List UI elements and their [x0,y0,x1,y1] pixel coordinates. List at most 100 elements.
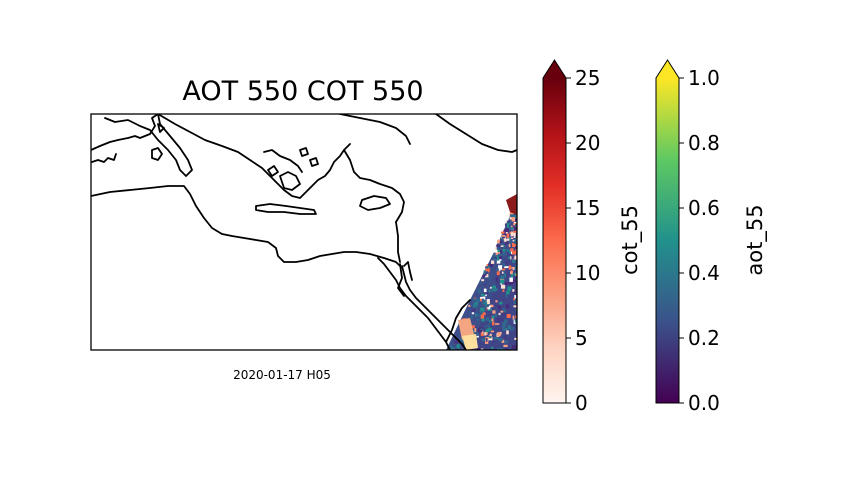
swath-pixel [501,231,505,234]
swath-pixel [512,225,515,227]
swath-pixel [503,310,506,313]
swath-pixel [499,301,503,305]
colorbar-aot-outline [655,59,680,404]
swath-pixel [498,338,503,342]
swath-pixel [482,275,485,278]
swath-pixel [512,242,517,248]
cloud-patch-south [458,318,474,340]
tick-label: 0.2 [688,326,720,350]
swath-pixel [488,265,491,268]
swath-pixel [499,348,504,350]
swath-pixel [514,226,517,231]
swath-pixel [490,333,492,336]
swath-pixel [450,347,455,350]
swath-pixel [502,320,507,325]
colorbar-cot-body [543,78,566,403]
swath-pixel [502,263,505,267]
swath-pixel [515,309,517,311]
swath-pixel [483,288,487,293]
swath-speckle [448,196,517,350]
colorbar-aot-extend-arrow [656,60,679,78]
swath-pixel [493,258,497,261]
swath-pixel [502,248,506,252]
swath-pixel [476,332,479,335]
swath-pixel [504,282,508,285]
swath-pixel [472,298,476,302]
swath-pixel [476,288,480,291]
swath-pixel [478,290,481,294]
swath-pixel [497,253,502,256]
swath-pixel [514,319,517,323]
swath-pixel [482,329,486,331]
swath-pixel [514,337,517,340]
swath-pixel [468,304,471,307]
swath-pixel [474,326,476,329]
swath-pixel [499,256,502,260]
swath-pixel [481,338,486,342]
swath-pixel [510,214,514,218]
swath-pixel [510,232,514,237]
swath-pixel [515,273,517,276]
swath-pixel [512,280,515,283]
swath-pixel [496,268,499,271]
swath-pixel [513,290,516,294]
swath-pixel [486,300,490,305]
tick-label: 0.6 [688,196,720,220]
swath-pixel [487,307,491,310]
swath-pixel [484,283,487,286]
swath-pixel [505,232,508,234]
swath-pixel [509,240,513,244]
swath-pixel [507,220,510,223]
satellite-swath [446,194,517,350]
swath-pixel [485,317,490,321]
swath-pixel [511,255,514,260]
swath-pixel [480,307,485,311]
swath-pixel [488,323,490,328]
swath-pixel [515,246,517,249]
swath-pixel [495,246,497,251]
tick-label: 0 [575,391,588,415]
swath-pixel [498,265,503,270]
swath-pixel [476,347,481,350]
swath-pixel [481,330,484,335]
swath-pixel [508,243,511,248]
swath-pixel [502,289,505,292]
swath-pixel [498,269,501,272]
swath-pixel [510,270,513,272]
swath-pixel [495,277,498,282]
swath-pixel [492,310,496,314]
swath-pixel [505,261,509,264]
swath-pixel [492,254,496,257]
swath-pixel [493,348,496,350]
tick-label: 10 [575,261,600,285]
swath-pixel [506,330,509,335]
swath-pixel [501,271,504,274]
swath-pixel [506,233,510,238]
swath-pixel [505,294,508,298]
swath-pixel [454,339,458,344]
swath-pixel [498,312,501,316]
swath-pixel [512,315,515,320]
tick-label: 0.8 [688,131,720,155]
swath-pixel [494,337,499,340]
swath-pixel [500,245,504,247]
swath-pixel [500,317,504,321]
swath-pixel [511,222,514,225]
swath-pixel [476,335,479,338]
swath-pixel [495,300,498,303]
swath-pixel [485,267,490,272]
swath-pixel [475,298,480,303]
swath-pixel [515,315,517,319]
swath-pixel [484,325,488,328]
swath-pixel [513,234,516,238]
swath-pixel [497,332,501,337]
swath-pixel [513,305,517,308]
swath-pixel [479,288,482,293]
swath-pixel [482,300,487,305]
swath-pixel [471,308,476,313]
swath-pixel [513,298,515,301]
swath-pixel [504,266,509,269]
swath-pixel [488,276,491,281]
tick-label: 20 [575,131,600,155]
swath-pixel [504,239,507,243]
